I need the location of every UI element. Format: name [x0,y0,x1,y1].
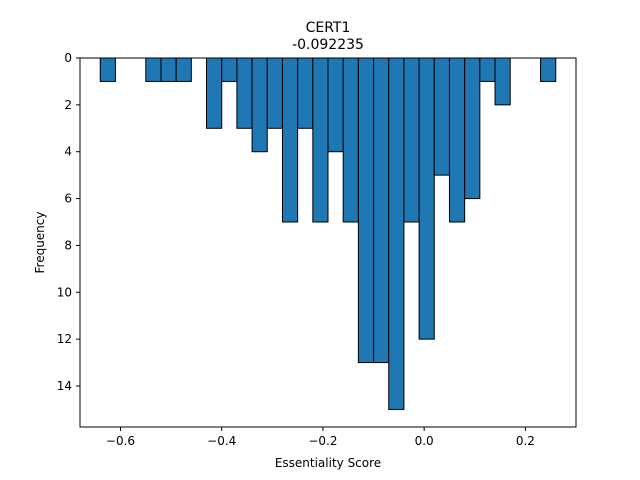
x-axis: −0.6 −0.4 −0.2 0.0 0.2 [106,427,535,448]
x-axis-label: Essentiality Score [275,456,381,470]
chart-subtitle: -0.092235 [292,37,364,53]
y-tick-label: 2 [64,98,72,112]
y-tick-label: 14 [57,379,72,393]
histogram-bar [251,57,268,153]
chart-title: CERT1 [306,20,351,36]
histogram-bar [342,57,359,223]
histogram-bar [494,57,511,106]
histogram-bar [373,57,390,364]
histogram-bar [479,57,496,82]
histogram-bar [236,57,253,129]
y-tick-label: 4 [64,145,72,159]
x-tick-label: −0.4 [207,434,236,448]
x-tick-label: 0.0 [415,434,434,448]
histogram-bar [206,57,223,129]
y-tick-label: 12 [57,332,72,346]
y-axis: 0 2 4 6 8 10 12 14 [57,51,80,393]
histogram-bar [464,57,481,200]
histogram-bar [160,57,177,82]
histogram-bar [297,57,314,129]
x-tick-label: −0.6 [106,434,135,448]
histogram-bar [266,57,283,129]
histogram-bar [540,57,557,82]
plot-frame [79,57,577,428]
y-tick-label: 6 [64,192,72,206]
histogram-bar [448,57,466,223]
histogram-bar [418,57,435,340]
histogram-bar [388,57,405,410]
histogram-bar [403,57,420,223]
y-tick-label: 8 [64,238,72,252]
x-tick-label: 0.2 [516,434,535,448]
histogram-bar [145,57,162,82]
histogram-bar [175,57,192,82]
histogram-bar [357,57,375,364]
bars-layer [99,57,557,410]
y-tick-label: 0 [64,51,72,65]
histogram-bar [312,57,329,223]
histogram-bar [281,57,299,223]
histogram-bar [433,57,450,176]
histogram-bar [327,57,344,153]
x-tick-label: −0.2 [308,434,337,448]
histogram-bar [221,57,238,82]
histogram-bar [99,57,116,82]
y-tick-label: 10 [57,285,72,299]
y-axis-label: Frequency [33,212,47,274]
